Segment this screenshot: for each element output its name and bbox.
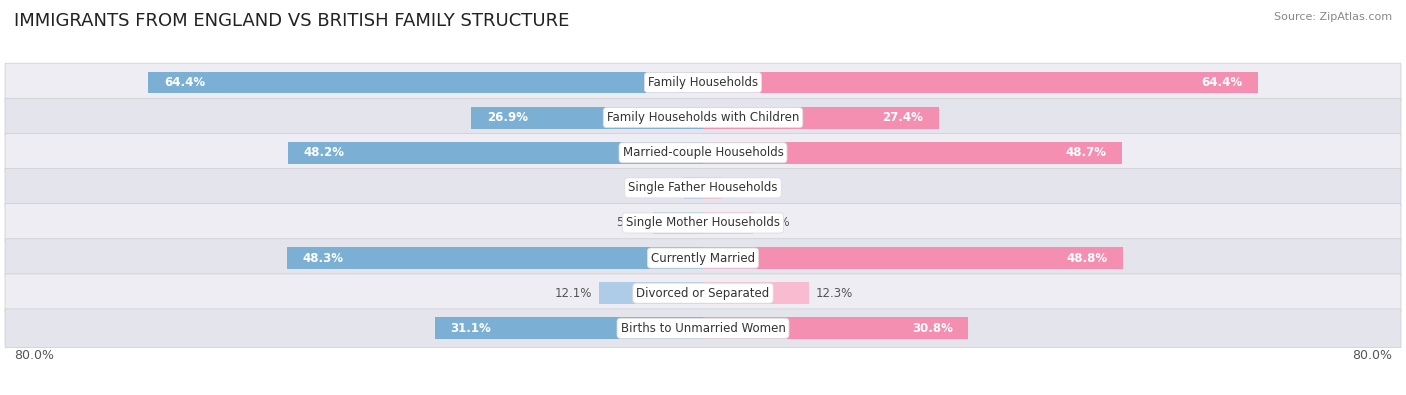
Text: Births to Unmarried Women: Births to Unmarried Women [620,322,786,335]
Text: Divorced or Separated: Divorced or Separated [637,287,769,300]
FancyBboxPatch shape [6,169,1400,207]
Text: 5.8%: 5.8% [617,216,647,229]
Bar [599,282,703,304]
Text: Single Mother Households: Single Mother Households [626,216,780,229]
Text: 48.2%: 48.2% [304,146,344,159]
FancyBboxPatch shape [6,239,1400,277]
Text: 48.3%: 48.3% [302,252,343,265]
Text: 2.2%: 2.2% [728,181,759,194]
Bar [703,107,939,128]
Text: 48.7%: 48.7% [1066,146,1107,159]
Bar [436,318,703,339]
Text: Family Households with Children: Family Households with Children [607,111,799,124]
FancyBboxPatch shape [6,134,1400,172]
Text: Source: ZipAtlas.com: Source: ZipAtlas.com [1274,12,1392,22]
Bar [652,212,703,234]
Bar [703,212,754,234]
Bar [471,107,703,128]
Text: 27.4%: 27.4% [883,111,924,124]
Text: 26.9%: 26.9% [486,111,527,124]
Text: 80.0%: 80.0% [1353,349,1392,362]
Text: 2.2%: 2.2% [647,181,678,194]
Text: Currently Married: Currently Married [651,252,755,265]
FancyBboxPatch shape [6,309,1400,348]
Text: 48.8%: 48.8% [1067,252,1108,265]
Bar [288,142,703,164]
FancyBboxPatch shape [6,63,1400,102]
Bar [287,247,703,269]
FancyBboxPatch shape [6,274,1400,312]
Bar [703,71,1257,93]
Text: Family Households: Family Households [648,76,758,89]
Text: 31.1%: 31.1% [451,322,492,335]
Bar [149,71,703,93]
Text: 80.0%: 80.0% [14,349,53,362]
Text: IMMIGRANTS FROM ENGLAND VS BRITISH FAMILY STRUCTURE: IMMIGRANTS FROM ENGLAND VS BRITISH FAMIL… [14,12,569,30]
FancyBboxPatch shape [6,204,1400,242]
Text: 30.8%: 30.8% [912,322,953,335]
Text: Married-couple Households: Married-couple Households [623,146,783,159]
Text: 12.3%: 12.3% [815,287,853,300]
Bar [703,142,1122,164]
Text: 64.4%: 64.4% [165,76,205,89]
Text: 5.8%: 5.8% [759,216,789,229]
Bar [703,318,969,339]
FancyBboxPatch shape [6,98,1400,137]
Text: 64.4%: 64.4% [1201,76,1241,89]
Bar [703,282,808,304]
Text: Single Father Households: Single Father Households [628,181,778,194]
Bar [685,177,703,199]
Text: 12.1%: 12.1% [554,287,592,300]
Bar [703,247,1123,269]
Bar [703,177,721,199]
